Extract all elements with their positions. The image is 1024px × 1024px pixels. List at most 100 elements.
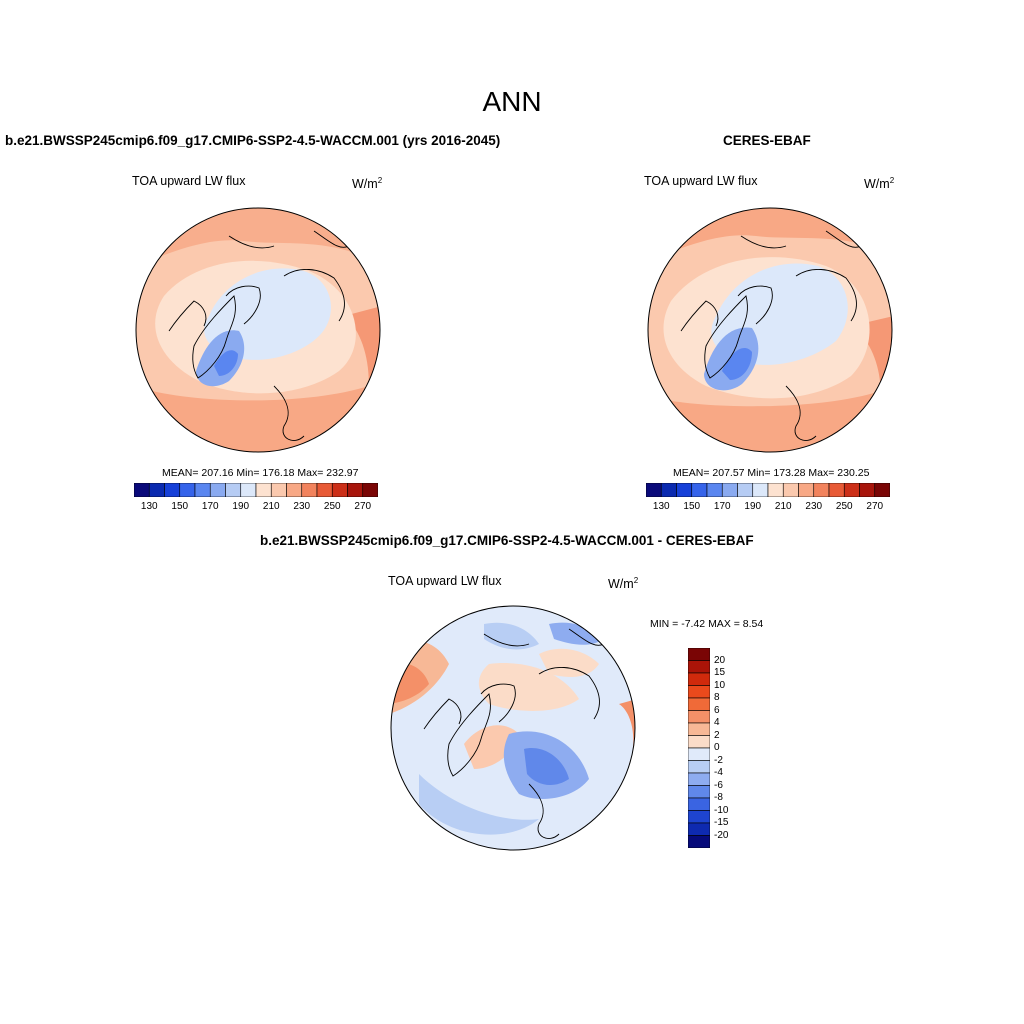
obs-panel-title: CERES-EBAF bbox=[723, 133, 811, 148]
diff-colorbar-tick-label: -4 bbox=[714, 767, 723, 778]
diff-field-cool-south bbox=[419, 774, 539, 835]
obs-colorbar-swatch bbox=[874, 483, 890, 497]
obs-colorbar-swatch bbox=[706, 483, 723, 497]
diff-colorbar-swatch bbox=[688, 822, 710, 836]
obs-variable-label: TOA upward LW flux bbox=[644, 174, 758, 188]
model-units-label: W/m2 bbox=[352, 176, 383, 192]
model-polar-map bbox=[135, 207, 381, 453]
model-colorbar bbox=[134, 483, 378, 497]
diff-colorbar-swatch bbox=[688, 660, 710, 674]
diff-field-cold-atlantic bbox=[524, 748, 569, 786]
model-colorbar-swatch bbox=[270, 483, 287, 497]
obs-map-border bbox=[647, 207, 893, 453]
diff-colorbar bbox=[688, 648, 710, 848]
diff-colorbar-tick-label: -2 bbox=[714, 754, 723, 766]
model-colorbar-tick-label: 170 bbox=[201, 501, 219, 512]
model-colorbar-tick-label: 270 bbox=[354, 501, 372, 512]
model-colorbar-tick-label: 230 bbox=[293, 501, 311, 512]
diff-variable-label: TOA upward LW flux bbox=[388, 574, 502, 588]
obs-colorbar-tick-label: 190 bbox=[744, 501, 762, 512]
obs-colorbar-tick-label: 250 bbox=[835, 501, 853, 512]
model-colorbar-swatch bbox=[194, 483, 211, 497]
model-colorbar-ticks: 130 150 170 190 210 230 250 270 bbox=[134, 501, 378, 515]
diff-colorbar-swatch bbox=[688, 710, 710, 724]
model-colorbar-swatch bbox=[134, 483, 150, 497]
model-colorbar-swatch bbox=[286, 483, 303, 497]
diff-colorbar-tick-label: 8 bbox=[714, 692, 720, 703]
diff-colorbar-swatch bbox=[688, 735, 710, 749]
diff-colorbar-tick-label: 15 bbox=[714, 667, 726, 678]
diff-colorbar-ticks: 20 15 10 8 6 4 2 0 -2 -4 -6 -8 -10 -15 -20 bbox=[714, 648, 754, 848]
diff-colorbar-swatch bbox=[688, 760, 710, 774]
diff-colorbar-tick-label: 10 bbox=[714, 679, 726, 691]
obs-colorbar-tick-label: 150 bbox=[683, 501, 701, 512]
model-colorbar-swatch bbox=[347, 483, 364, 497]
model-colorbar-swatch bbox=[164, 483, 181, 497]
model-colorbar-tick-label: 130 bbox=[140, 501, 158, 512]
obs-colorbar-swatch bbox=[843, 483, 860, 497]
obs-colorbar-swatch bbox=[721, 483, 738, 497]
model-colorbar-swatch bbox=[179, 483, 196, 497]
diff-colorbar-tick-label: 4 bbox=[714, 717, 720, 728]
obs-colorbar-tick-label: 130 bbox=[652, 501, 670, 512]
obs-colorbar-swatch bbox=[859, 483, 876, 497]
diff-colorbar-tick-label: 20 bbox=[714, 654, 726, 666]
obs-colorbar-swatch bbox=[782, 483, 799, 497]
diff-stats-label: MIN = -7.42 MAX = 8.54 bbox=[650, 618, 764, 630]
diff-colorbar-tick-label: -15 bbox=[714, 817, 729, 828]
diff-colorbar-swatch bbox=[688, 697, 710, 711]
model-colorbar-tick-label: 150 bbox=[171, 501, 189, 512]
model-colorbar-tick-label: 210 bbox=[262, 501, 280, 512]
obs-colorbar-swatch bbox=[646, 483, 662, 497]
model-colorbar-tick-label: 190 bbox=[232, 501, 250, 512]
obs-colorbar-tick-label: 170 bbox=[713, 501, 731, 512]
model-colorbar-swatch bbox=[209, 483, 226, 497]
obs-polar-map bbox=[647, 207, 893, 453]
model-coastlines bbox=[168, 230, 350, 441]
obs-colorbar-swatch bbox=[798, 483, 815, 497]
figure-title: ANN bbox=[482, 86, 542, 117]
diff-units-label: W/m2 bbox=[608, 576, 639, 592]
obs-stats-label: MEAN= 207.57 Min= 173.28 Max= 230.25 bbox=[673, 467, 870, 479]
diff-colorbar-swatch bbox=[688, 772, 710, 786]
diff-colorbar-tick-label: -8 bbox=[714, 792, 723, 803]
model-colorbar-tick-label: 250 bbox=[323, 501, 341, 512]
diff-coastlines bbox=[423, 628, 605, 839]
obs-colorbar bbox=[646, 483, 890, 497]
diff-field-warm-siberia bbox=[539, 648, 599, 677]
obs-colorbar-swatch bbox=[813, 483, 830, 497]
obs-colorbar-swatch bbox=[660, 483, 677, 497]
diff-colorbar-swatch bbox=[688, 685, 710, 699]
obs-coastlines bbox=[680, 230, 862, 441]
diff-colorbar-swatch bbox=[688, 797, 710, 811]
diff-colorbar-tick-label: 2 bbox=[714, 729, 720, 741]
model-variable-label: TOA upward LW flux bbox=[132, 174, 246, 188]
obs-colorbar-swatch bbox=[752, 483, 769, 497]
model-colorbar-swatch bbox=[148, 483, 165, 497]
diff-field-warm-arctic bbox=[478, 663, 579, 711]
diff-colorbar-swatch bbox=[688, 722, 710, 736]
diff-colorbar-swatch bbox=[688, 672, 710, 686]
model-colorbar-swatch bbox=[331, 483, 348, 497]
diff-colorbar-swatch bbox=[688, 785, 710, 799]
model-colorbar-swatch bbox=[255, 483, 272, 497]
diff-panel-title: b.e21.BWSSP245cmip6.f09_g17.CMIP6-SSP2-4… bbox=[260, 533, 754, 548]
obs-colorbar-swatch bbox=[676, 483, 693, 497]
model-colorbar-swatch bbox=[225, 483, 242, 497]
diff-colorbar-swatch bbox=[688, 835, 710, 848]
obs-units-label: W/m2 bbox=[864, 176, 895, 192]
model-colorbar-swatch bbox=[301, 483, 318, 497]
obs-colorbar-swatch bbox=[767, 483, 784, 497]
obs-colorbar-ticks: 130 150 170 190 210 230 250 270 bbox=[646, 501, 890, 515]
diff-colorbar-tick-label: 6 bbox=[714, 704, 720, 716]
model-colorbar-swatch bbox=[240, 483, 257, 497]
diff-colorbar-tick-label: -20 bbox=[714, 829, 729, 841]
obs-colorbar-tick-label: 270 bbox=[866, 501, 884, 512]
obs-colorbar-swatch bbox=[691, 483, 708, 497]
diff-colorbar-tick-label: -6 bbox=[714, 779, 723, 791]
model-colorbar-swatch bbox=[362, 483, 378, 497]
diff-colorbar-swatch bbox=[688, 648, 710, 661]
diff-colorbar-swatch bbox=[688, 747, 710, 761]
diff-map-border bbox=[390, 605, 636, 851]
diff-colorbar-tick-label: 0 bbox=[714, 742, 720, 753]
